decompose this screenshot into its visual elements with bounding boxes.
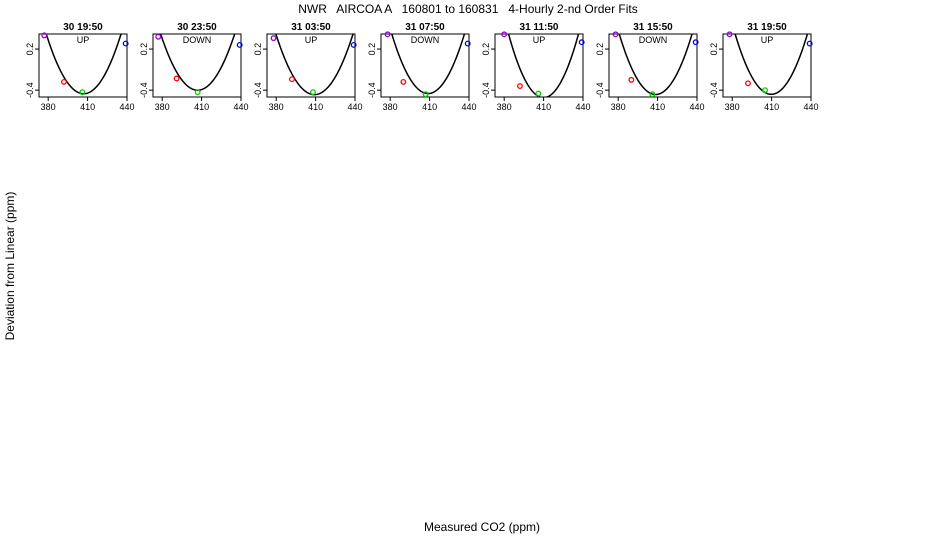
x-tick-label: 410 <box>194 102 209 112</box>
x-tick-label: 440 <box>119 102 134 112</box>
chart-title: NWR AIRCOA A 160801 to 160831 4-Hourly 2… <box>298 2 638 16</box>
fit-curve <box>275 34 354 96</box>
x-tick-label: 380 <box>41 102 56 112</box>
data-point <box>517 83 523 89</box>
x-tick-label: 410 <box>80 102 95 112</box>
y-tick-label: -0.4 <box>709 82 719 98</box>
data-point <box>310 89 316 96</box>
x-tick-label: 410 <box>422 102 437 112</box>
y-tick-label: 0.2 <box>595 43 605 56</box>
y-tick-label: -0.4 <box>481 82 491 98</box>
panel-direction-label: DOWN <box>183 35 212 45</box>
y-tick-label: -0.4 <box>25 82 35 98</box>
panel-7: 31 19:50 UP 380 410 440 0.2 -0.4 <box>709 22 819 112</box>
x-tick-label: 380 <box>269 102 284 112</box>
data-point <box>41 32 48 39</box>
x-tick-label: 380 <box>497 102 512 112</box>
y-tick-label: 0.2 <box>709 43 719 56</box>
x-tick-label: 410 <box>308 102 323 112</box>
panel-frame <box>38 33 128 98</box>
fit-curve <box>507 34 580 97</box>
panel-title: 30 23:50 <box>177 22 217 33</box>
x-axis-label: Measured CO2 (ppm) <box>423 520 541 534</box>
x-tick-label: 440 <box>803 102 818 112</box>
x-tick-label: 380 <box>611 102 626 112</box>
panel-4: 31 07:50 DOWN 380 410 440 0.2 -0.4 <box>367 22 477 112</box>
panel-direction-label: UP <box>533 35 546 45</box>
data-point <box>194 89 201 96</box>
panel-direction-label: UP <box>761 35 774 45</box>
x-tick-label: 380 <box>383 102 398 112</box>
fit-curve <box>391 34 466 95</box>
data-point <box>289 76 295 83</box>
x-tick-label: 410 <box>764 102 779 112</box>
y-tick-label: 0.2 <box>367 43 377 56</box>
data-point <box>762 87 768 94</box>
panel-direction-label: UP <box>77 35 90 45</box>
x-tick-label: 440 <box>689 102 704 112</box>
y-tick-label: -0.4 <box>139 82 149 98</box>
x-tick-label: 440 <box>347 102 362 112</box>
panel-frame <box>722 33 812 98</box>
y-tick-label: 0.2 <box>481 43 491 56</box>
data-point <box>578 39 585 46</box>
data-point <box>270 35 277 42</box>
data-point <box>350 42 357 48</box>
panel-title: 31 03:50 <box>291 22 331 33</box>
data-point <box>464 40 471 47</box>
y-tick-label: 0.2 <box>139 43 149 56</box>
data-point <box>61 78 67 85</box>
x-tick-label: 380 <box>725 102 740 112</box>
panel-frame <box>152 33 242 98</box>
y-tick-label: -0.4 <box>595 82 605 98</box>
panel-direction-label: DOWN <box>411 35 440 45</box>
data-point <box>422 91 429 98</box>
data-point <box>236 42 243 48</box>
data-point <box>745 80 751 87</box>
x-tick-label: 440 <box>461 102 476 112</box>
panel-2: 30 23:50 DOWN 380 410 440 0.2 -0.4 <box>139 22 249 112</box>
data-point <box>806 40 813 47</box>
panel-5: 31 11:50 UP 380 410 440 0.2 -0.4 <box>481 22 591 112</box>
fit-curve <box>618 34 693 96</box>
y-tick-label: 0.2 <box>253 43 263 56</box>
x-tick-label: 410 <box>650 102 665 112</box>
data-point <box>400 78 407 85</box>
panel-title: 31 11:50 <box>520 22 559 33</box>
panel-6: 31 15:50 DOWN 380 410 440 0.2 -0.4 <box>595 22 705 112</box>
fit-curve <box>45 34 122 95</box>
panel-direction-label: DOWN <box>639 35 668 45</box>
panel-title: 31 15:50 <box>633 22 673 33</box>
data-point <box>612 31 619 38</box>
panel-title: 31 07:50 <box>405 22 445 33</box>
x-tick-label: 440 <box>233 102 248 112</box>
data-point <box>122 40 129 47</box>
panel-frame <box>266 33 356 98</box>
y-tick-label: 0.2 <box>25 43 35 56</box>
data-point <box>535 90 542 97</box>
data-point <box>155 33 162 40</box>
y-tick-label: -0.4 <box>367 82 377 98</box>
data-point <box>501 31 508 38</box>
data-point <box>173 75 180 82</box>
panel-title: 31 19:50 <box>747 22 787 33</box>
x-tick-label: 440 <box>575 102 590 112</box>
x-tick-label: 410 <box>536 102 551 112</box>
panel-title: 30 19:50 <box>63 22 103 33</box>
data-point <box>79 89 86 96</box>
data-point <box>692 39 699 46</box>
fit-curve <box>159 34 236 91</box>
fit-curve <box>734 34 809 96</box>
panel-3: 31 03:50 UP 380 410 440 0.2 -0.4 <box>253 22 363 112</box>
data-point <box>649 91 656 98</box>
x-tick-label: 380 <box>155 102 170 112</box>
data-point <box>726 31 733 38</box>
data-point <box>628 76 635 83</box>
y-tick-label: -0.4 <box>253 82 263 98</box>
panel-1: 30 19:50 UP 380 410 440 0.2 -0.4 <box>25 22 135 112</box>
panel-direction-label: UP <box>305 35 318 45</box>
data-point <box>384 31 391 38</box>
